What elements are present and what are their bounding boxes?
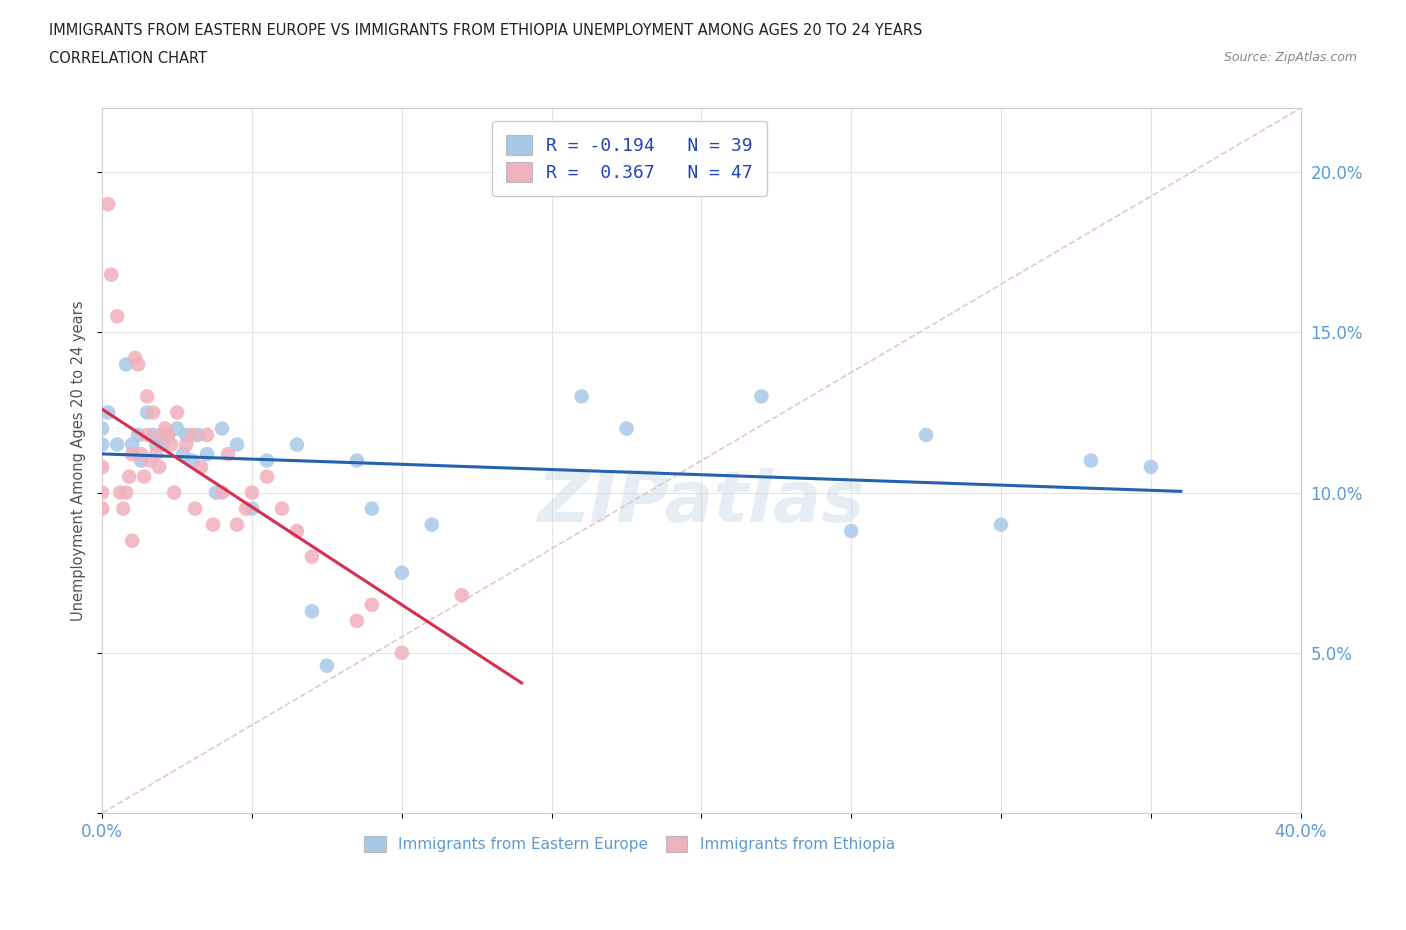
- Point: [105, 309, 128, 324]
- Point: [256, 453, 278, 468]
- Point: [121, 446, 143, 461]
- Point: [127, 428, 149, 443]
- Point: [160, 437, 183, 452]
- Point: [391, 645, 413, 660]
- Point: [616, 421, 638, 436]
- Point: [174, 428, 197, 443]
- Point: [839, 524, 862, 538]
- Point: [256, 469, 278, 484]
- Point: [346, 614, 368, 629]
- Point: [150, 428, 173, 443]
- Point: [134, 469, 156, 484]
- Point: [235, 501, 257, 516]
- Point: [157, 428, 180, 443]
- Text: IMMIGRANTS FROM EASTERN EUROPE VS IMMIGRANTS FROM ETHIOPIA UNEMPLOYMENT AMONG AG: IMMIGRANTS FROM EASTERN EUROPE VS IMMIGR…: [49, 23, 922, 38]
- Point: [346, 453, 368, 468]
- Point: [391, 565, 413, 580]
- Point: [226, 517, 249, 532]
- Point: [195, 446, 218, 461]
- Point: [136, 405, 159, 420]
- Point: [153, 421, 176, 436]
- Point: [129, 446, 152, 461]
- Point: [360, 501, 382, 516]
- Point: [187, 428, 209, 443]
- Point: [121, 437, 143, 452]
- Point: [450, 588, 472, 603]
- Point: [115, 485, 138, 500]
- Point: [202, 517, 225, 532]
- Text: Source: ZipAtlas.com: Source: ZipAtlas.com: [1223, 51, 1357, 64]
- Point: [751, 389, 773, 404]
- Point: [115, 357, 138, 372]
- Text: CORRELATION CHART: CORRELATION CHART: [49, 51, 207, 66]
- Point: [127, 357, 149, 372]
- Point: [301, 550, 323, 565]
- Point: [240, 501, 263, 516]
- Point: [91, 501, 114, 516]
- Point: [360, 597, 382, 612]
- Point: [211, 421, 233, 436]
- Y-axis label: Unemployment Among Ages 20 to 24 years: Unemployment Among Ages 20 to 24 years: [72, 300, 86, 621]
- Point: [211, 485, 233, 500]
- Point: [166, 421, 188, 436]
- Point: [91, 459, 114, 474]
- Point: [91, 437, 114, 452]
- Point: [301, 604, 323, 618]
- Point: [145, 437, 167, 452]
- Point: [142, 405, 165, 420]
- Point: [112, 501, 135, 516]
- Point: [108, 485, 131, 500]
- Point: [118, 469, 141, 484]
- Point: [163, 485, 186, 500]
- Point: [129, 453, 152, 468]
- Point: [124, 351, 146, 365]
- Point: [166, 405, 188, 420]
- Point: [1080, 453, 1102, 468]
- Point: [172, 446, 194, 461]
- Point: [184, 501, 207, 516]
- Point: [97, 405, 120, 420]
- Point: [174, 437, 197, 452]
- Point: [91, 485, 114, 500]
- Point: [97, 197, 120, 212]
- Point: [195, 428, 218, 443]
- Point: [226, 437, 249, 452]
- Point: [217, 446, 239, 461]
- Point: [145, 446, 167, 461]
- Point: [105, 437, 128, 452]
- Point: [1140, 459, 1163, 474]
- Legend: Immigrants from Eastern Europe, Immigrants from Ethiopia: Immigrants from Eastern Europe, Immigran…: [359, 830, 901, 858]
- Point: [157, 428, 180, 443]
- Point: [121, 533, 143, 548]
- Point: [181, 428, 204, 443]
- Point: [100, 267, 122, 282]
- Point: [150, 437, 173, 452]
- Point: [240, 485, 263, 500]
- Point: [420, 517, 443, 532]
- Point: [571, 389, 593, 404]
- Point: [205, 485, 228, 500]
- Point: [181, 453, 204, 468]
- Point: [148, 459, 170, 474]
- Point: [271, 501, 294, 516]
- Point: [136, 428, 159, 443]
- Point: [285, 524, 308, 538]
- Point: [316, 658, 339, 673]
- Text: ZIPatlas: ZIPatlas: [537, 469, 865, 538]
- Point: [285, 437, 308, 452]
- Point: [990, 517, 1012, 532]
- Point: [136, 389, 159, 404]
- Point: [139, 453, 162, 468]
- Point: [142, 428, 165, 443]
- Point: [91, 421, 114, 436]
- Point: [190, 459, 212, 474]
- Point: [915, 428, 938, 443]
